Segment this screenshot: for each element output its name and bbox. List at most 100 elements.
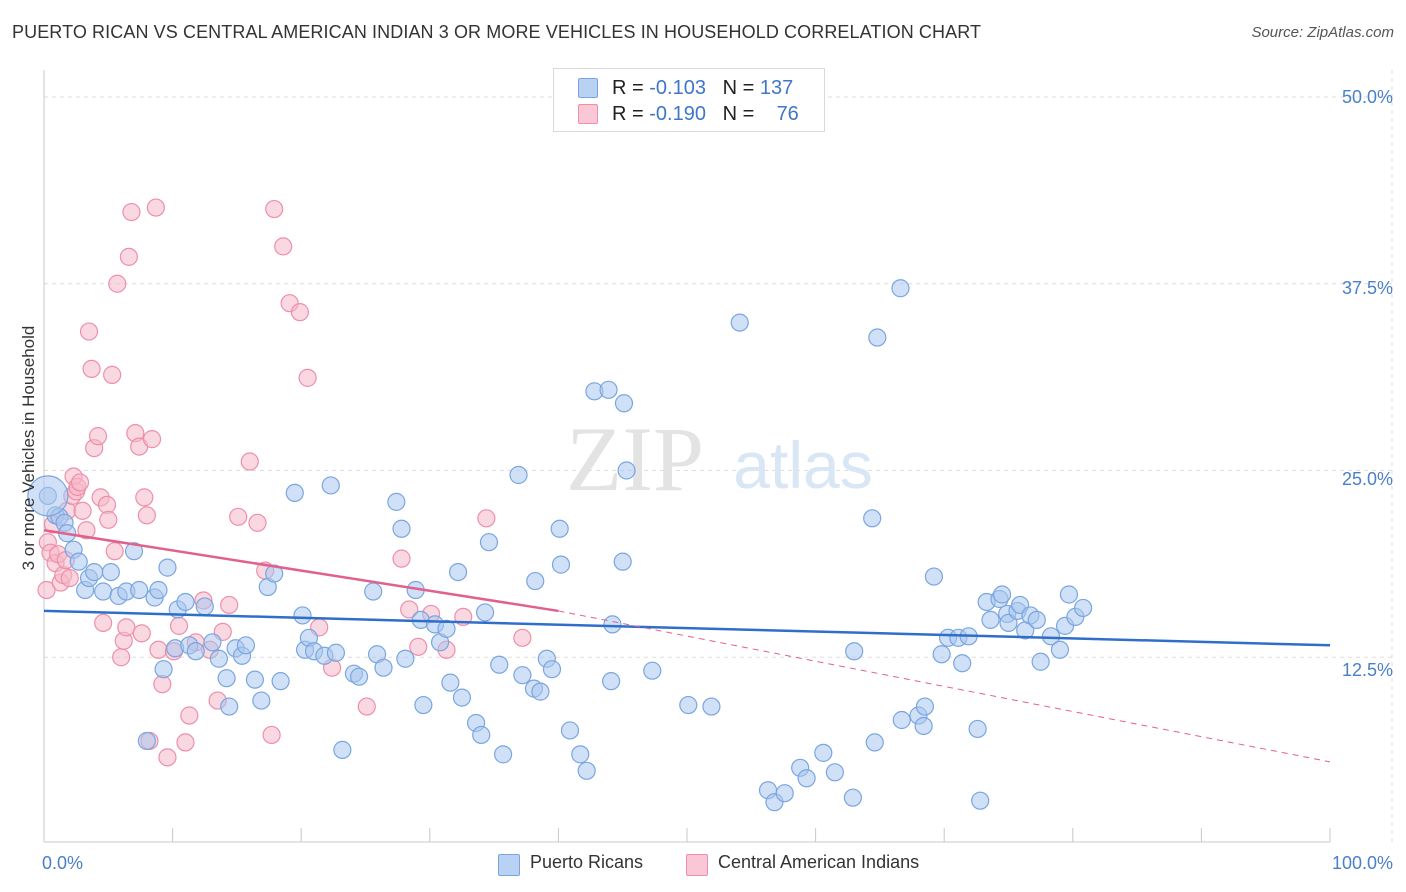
legend-r-value: -0.190 — [649, 103, 706, 125]
data-point-central-american-indian — [229, 507, 248, 526]
data-point-puerto-rican — [613, 552, 632, 571]
data-point-central-american-indian — [70, 473, 90, 492]
data-point-puerto-rican — [1041, 627, 1061, 646]
legend-swatch-blue — [578, 78, 598, 98]
data-point-puerto-rican — [209, 649, 228, 668]
data-point-puerto-rican — [252, 691, 271, 710]
data-point-puerto-rican — [333, 740, 352, 759]
data-point-central-american-indian — [135, 488, 154, 507]
data-point-puerto-rican — [494, 745, 513, 764]
data-point-puerto-rican — [374, 658, 393, 677]
legend-n-value: 76 — [776, 103, 799, 125]
data-point-central-american-indian — [248, 513, 267, 532]
data-point-central-american-indian — [79, 322, 99, 341]
legend-n-label: N = — [722, 103, 760, 125]
data-point-puerto-rican — [571, 745, 590, 764]
data-point-puerto-rican — [617, 461, 636, 480]
data-point-puerto-rican — [825, 763, 844, 782]
watermark: ZIP atlas — [566, 408, 873, 510]
data-point-puerto-rican — [814, 743, 833, 762]
data-point-puerto-rican — [387, 492, 406, 511]
data-point-central-american-indian — [290, 303, 310, 322]
data-point-puerto-rican — [452, 688, 472, 707]
data-point-puerto-rican — [702, 697, 721, 716]
data-point-puerto-rican — [448, 562, 468, 582]
legend-r-value: -0.103 — [649, 77, 706, 99]
data-point-puerto-rican — [479, 533, 499, 552]
data-point-puerto-rican — [472, 725, 491, 745]
data-point-puerto-rican — [550, 519, 569, 538]
data-point-puerto-rican — [968, 719, 987, 739]
data-point-puerto-rican — [69, 552, 88, 571]
trend-line-central-american-indians — [43, 529, 559, 613]
data-point-puerto-rican — [220, 697, 239, 716]
data-point-puerto-rican — [509, 465, 528, 485]
data-point-puerto-rican — [195, 597, 214, 616]
data-point-puerto-rican — [1073, 598, 1093, 618]
y-tick-label: 37.5% — [1341, 278, 1393, 298]
bottom-legend-label: Central American Indians — [718, 852, 920, 872]
data-point-puerto-rican — [124, 542, 144, 561]
data-point-puerto-rican — [130, 580, 149, 600]
data-point-puerto-rican — [441, 673, 460, 692]
data-point-central-american-indian — [262, 725, 281, 745]
data-point-central-american-indian — [119, 247, 138, 266]
data-point-puerto-rican — [730, 313, 749, 332]
data-point-puerto-rican — [599, 380, 618, 399]
data-point-puerto-rican — [891, 279, 910, 298]
data-point-central-american-indian — [105, 542, 124, 561]
watermark-zip: ZIP — [566, 408, 704, 510]
data-point-central-american-indian — [99, 510, 118, 529]
series-puerto-ricans — [27, 279, 1093, 812]
data-point-central-american-indian — [37, 580, 56, 600]
data-point-central-american-indian — [169, 616, 189, 635]
legend-r-label: R = — [612, 77, 650, 99]
data-point-puerto-rican — [865, 733, 884, 752]
data-point-central-american-indian — [94, 613, 113, 632]
data-point-puerto-rican — [392, 519, 411, 538]
y-axis-label: 3 or more Vehicles in Household — [19, 325, 38, 571]
data-point-puerto-rican — [843, 788, 862, 807]
data-point-puerto-rican — [892, 710, 911, 730]
data-point-puerto-rican — [186, 642, 205, 661]
data-point-central-american-indian — [108, 274, 127, 293]
data-point-puerto-rican — [531, 682, 550, 701]
data-point-puerto-rican — [176, 592, 195, 612]
data-point-puerto-rican — [868, 328, 887, 347]
data-point-puerto-rican — [364, 582, 383, 601]
data-point-puerto-rican — [326, 643, 346, 662]
data-point-puerto-rican — [285, 483, 304, 503]
data-point-puerto-rican — [992, 585, 1012, 604]
data-point-puerto-rican — [577, 761, 596, 780]
data-point-puerto-rican — [1027, 610, 1046, 630]
data-point-central-american-indian — [392, 549, 411, 568]
data-point-puerto-rican — [236, 636, 256, 655]
source-note: Source: ZipAtlas.com — [1251, 24, 1394, 41]
data-point-puerto-rican — [137, 731, 156, 751]
x-ticks — [43, 828, 1331, 842]
data-point-puerto-rican — [915, 697, 935, 716]
data-point-puerto-rican — [643, 661, 662, 680]
watermark-atlas: atlas — [733, 428, 872, 502]
data-point-puerto-rican — [217, 669, 236, 688]
data-point-puerto-rican-large — [27, 475, 69, 517]
data-point-puerto-rican — [271, 672, 290, 691]
data-point-puerto-rican — [614, 394, 634, 413]
data-point-puerto-rican — [1059, 585, 1079, 604]
data-point-central-american-indian — [88, 427, 108, 446]
data-point-puerto-rican — [845, 642, 864, 661]
data-point-central-american-indian — [142, 430, 162, 449]
data-point-central-american-indian — [146, 198, 165, 217]
data-point-puerto-rican — [203, 633, 222, 652]
data-point-puerto-rican — [1031, 652, 1050, 671]
data-point-puerto-rican — [490, 655, 509, 674]
y-tick-label: 25.0% — [1341, 469, 1393, 489]
data-point-puerto-rican — [924, 567, 944, 586]
data-point-puerto-rican — [914, 716, 933, 736]
data-point-central-american-indian — [180, 706, 199, 725]
legend-n-label: N = — [722, 77, 760, 99]
data-point-puerto-rican — [245, 670, 265, 689]
trend-line-puerto-ricans — [43, 609, 1331, 647]
data-point-puerto-rican — [560, 721, 580, 740]
data-point-puerto-rican — [101, 562, 120, 582]
